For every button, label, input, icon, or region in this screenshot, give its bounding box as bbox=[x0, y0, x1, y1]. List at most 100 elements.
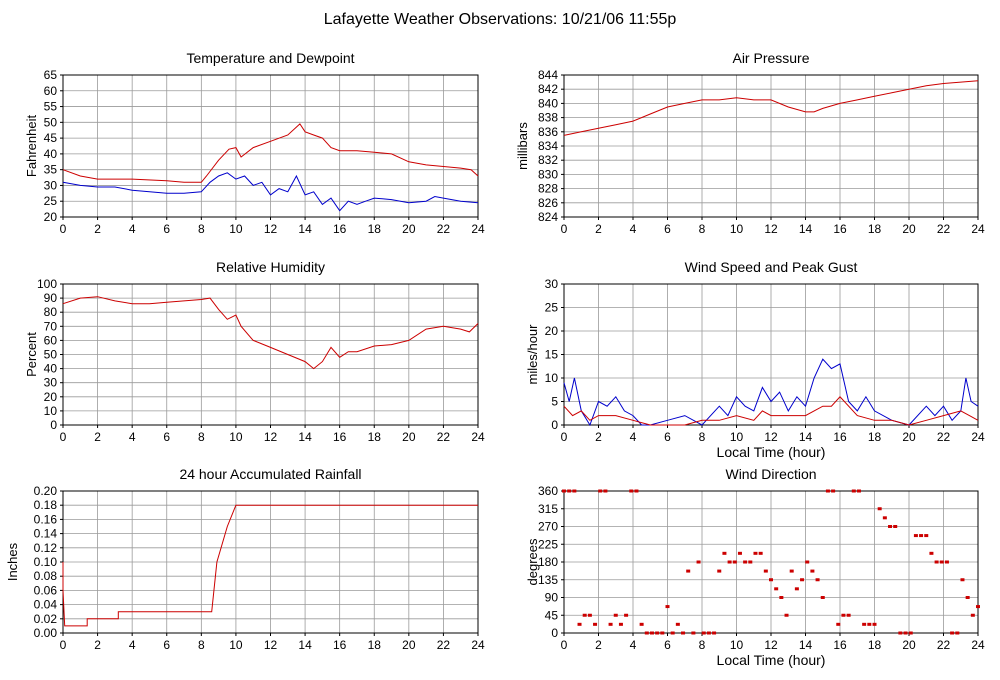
data-point bbox=[608, 622, 613, 626]
y-axis-label: Inches bbox=[5, 542, 20, 581]
data-point bbox=[644, 631, 649, 635]
y-tick-label: 25 bbox=[44, 194, 58, 208]
data-point bbox=[639, 622, 644, 626]
y-tick-label: 830 bbox=[538, 167, 558, 181]
data-point bbox=[758, 551, 763, 555]
data-point bbox=[924, 534, 929, 538]
data-point bbox=[737, 551, 742, 555]
x-tick-label: 4 bbox=[630, 638, 637, 652]
x-tick-label: 20 bbox=[902, 638, 916, 652]
chart-title: Air Pressure bbox=[732, 50, 809, 66]
data-point bbox=[903, 631, 908, 635]
data-point bbox=[593, 622, 598, 626]
x-tick-label: 24 bbox=[971, 638, 985, 652]
x-tick-label: 22 bbox=[437, 222, 451, 236]
x-tick-label: 18 bbox=[868, 222, 882, 236]
data-point bbox=[908, 631, 913, 635]
y-tick-label: 90 bbox=[545, 591, 559, 605]
x-tick-label: 6 bbox=[163, 638, 170, 652]
data-point bbox=[960, 578, 965, 582]
data-point bbox=[732, 560, 737, 564]
y-tick-label: 30 bbox=[545, 277, 559, 291]
x-tick-label: 14 bbox=[799, 430, 813, 444]
y-tick-label: 0 bbox=[551, 626, 558, 640]
x-tick-label: 16 bbox=[833, 222, 847, 236]
x-tick-label: 16 bbox=[333, 430, 347, 444]
x-tick-label: 6 bbox=[163, 222, 170, 236]
y-tick-label: 0 bbox=[551, 418, 558, 432]
x-tick-label: 14 bbox=[298, 222, 312, 236]
data-point bbox=[691, 631, 696, 635]
x-tick-label: 4 bbox=[129, 430, 136, 444]
data-point bbox=[913, 534, 918, 538]
data-point bbox=[862, 622, 867, 626]
data-point bbox=[831, 489, 836, 493]
data-point bbox=[893, 525, 898, 528]
y-tick-label: 100 bbox=[37, 277, 57, 291]
data-point bbox=[929, 551, 934, 555]
data-point bbox=[681, 631, 686, 635]
x-tick-label: 4 bbox=[630, 222, 637, 236]
data-point bbox=[722, 551, 727, 555]
data-point bbox=[841, 613, 846, 617]
x-tick-label: 8 bbox=[699, 222, 706, 236]
y-tick-label: 840 bbox=[538, 96, 558, 110]
data-point bbox=[696, 560, 701, 564]
data-point bbox=[934, 560, 939, 564]
series-line-1 bbox=[62, 172, 479, 212]
y-tick-label: 65 bbox=[44, 68, 58, 82]
data-point bbox=[624, 613, 629, 617]
data-point bbox=[800, 578, 805, 582]
x-tick-label: 18 bbox=[868, 638, 882, 652]
x-tick-label: 6 bbox=[664, 638, 671, 652]
y-tick-label: 828 bbox=[538, 182, 558, 196]
x-tick-label: 14 bbox=[799, 638, 813, 652]
data-point bbox=[753, 551, 758, 555]
y-tick-label: 824 bbox=[538, 210, 558, 224]
y-tick-label: 0.16 bbox=[34, 512, 58, 526]
data-point bbox=[877, 507, 882, 511]
x-tick-label: 8 bbox=[699, 638, 706, 652]
data-point bbox=[743, 560, 748, 564]
x-tick-label: 22 bbox=[437, 638, 451, 652]
chart-title: 24 hour Accumulated Rainfall bbox=[179, 466, 361, 482]
data-point bbox=[577, 622, 582, 626]
data-point bbox=[613, 613, 618, 617]
data-point bbox=[598, 489, 603, 493]
data-point bbox=[567, 489, 572, 493]
x-tick-label: 12 bbox=[764, 638, 778, 652]
chart-title: Temperature and Dewpoint bbox=[186, 50, 354, 66]
data-point bbox=[618, 622, 623, 626]
data-point bbox=[701, 631, 706, 635]
y-tick-label: 60 bbox=[44, 84, 58, 98]
x-tick-label: 18 bbox=[368, 430, 382, 444]
data-point bbox=[815, 578, 820, 582]
x-tick-label: 2 bbox=[595, 638, 602, 652]
x-tick-label: 20 bbox=[402, 430, 416, 444]
x-tick-label: 0 bbox=[561, 638, 568, 652]
data-point bbox=[727, 560, 732, 564]
x-tick-label: 18 bbox=[368, 638, 382, 652]
data-point bbox=[665, 605, 670, 609]
x-axis-label: Local Time (hour) bbox=[717, 652, 826, 668]
data-point bbox=[836, 622, 841, 626]
data-point bbox=[655, 631, 660, 635]
x-tick-label: 12 bbox=[264, 430, 278, 444]
y-tick-label: 0.12 bbox=[34, 541, 58, 555]
series-line-0 bbox=[62, 504, 478, 627]
x-tick-label: 2 bbox=[595, 430, 602, 444]
x-tick-label: 8 bbox=[699, 430, 706, 444]
series-line-0 bbox=[563, 358, 979, 427]
y-tick-label: 0.10 bbox=[34, 555, 58, 569]
x-tick-label: 14 bbox=[799, 222, 813, 236]
x-tick-label: 18 bbox=[368, 222, 382, 236]
data-point bbox=[603, 489, 608, 493]
x-tick-label: 24 bbox=[971, 430, 985, 444]
y-tick-label: 90 bbox=[44, 291, 58, 305]
y-tick-label: 60 bbox=[44, 333, 58, 347]
x-tick-label: 20 bbox=[902, 430, 916, 444]
y-tick-label: 836 bbox=[538, 125, 558, 139]
